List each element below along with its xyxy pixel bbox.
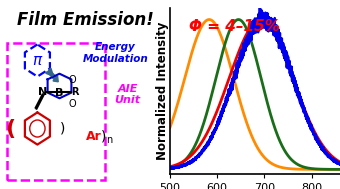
Text: O: O bbox=[68, 75, 76, 85]
Text: ): ) bbox=[101, 129, 106, 143]
Text: AIE
Unit: AIE Unit bbox=[115, 84, 140, 105]
Text: R: R bbox=[71, 87, 79, 97]
Text: ): ) bbox=[60, 122, 66, 136]
Text: B: B bbox=[55, 88, 64, 98]
Text: N: N bbox=[38, 87, 47, 97]
Text: $\pi$: $\pi$ bbox=[32, 53, 43, 68]
Text: Φ = 4–15%: Φ = 4–15% bbox=[189, 19, 280, 34]
Text: Film Emission!: Film Emission! bbox=[17, 11, 153, 29]
Text: (: ( bbox=[5, 119, 15, 139]
FancyArrow shape bbox=[47, 70, 58, 82]
Text: O: O bbox=[68, 99, 76, 109]
Text: n: n bbox=[106, 135, 112, 145]
Y-axis label: Normalized Intensity: Normalized Intensity bbox=[156, 22, 169, 160]
Text: Energy
Modulation: Energy Modulation bbox=[83, 42, 149, 64]
Text: Ar: Ar bbox=[86, 130, 101, 143]
